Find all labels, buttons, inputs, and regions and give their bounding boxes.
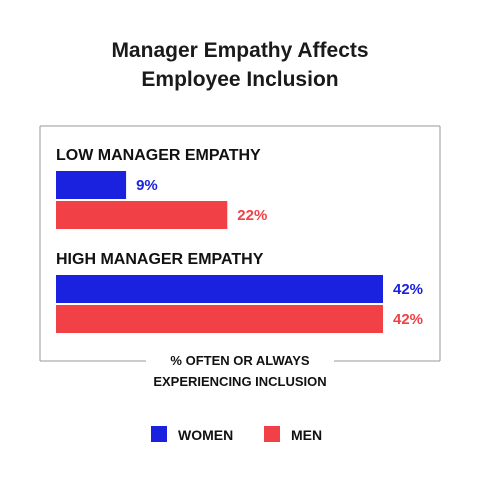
legend-swatch-women [151,426,167,442]
bar-low-women [56,171,127,199]
bars-group: 9% 22% 42% 42% [56,171,423,333]
legend-label-men: MEN [291,427,322,443]
bar-high-women [56,275,383,303]
bar-low-men [56,201,228,229]
x-axis-caption-line-1: % OFTEN OR ALWAYS [170,353,309,368]
value-label-high-women: 42% [393,281,423,298]
chart-frame [39,125,441,362]
legend-label-women: WOMEN [178,427,233,443]
chart-title-line-2: Employee Inclusion [141,68,338,91]
value-label-low-women: 9% [136,177,158,194]
value-label-high-men: 42% [393,311,423,328]
value-label-low-men: 22% [237,207,267,224]
category-label-high: HIGH MANAGER EMPATHY [56,251,264,268]
legend-swatch-men [264,426,280,442]
legend: WOMEN MEN [151,426,322,443]
bar-high-men [56,305,383,333]
x-axis-caption-line-2: EXPERIENCING INCLUSION [153,374,326,389]
category-label-low: LOW MANAGER EMPATHY [56,147,261,164]
chart-title-line-1: Manager Empathy Affects [111,39,368,62]
